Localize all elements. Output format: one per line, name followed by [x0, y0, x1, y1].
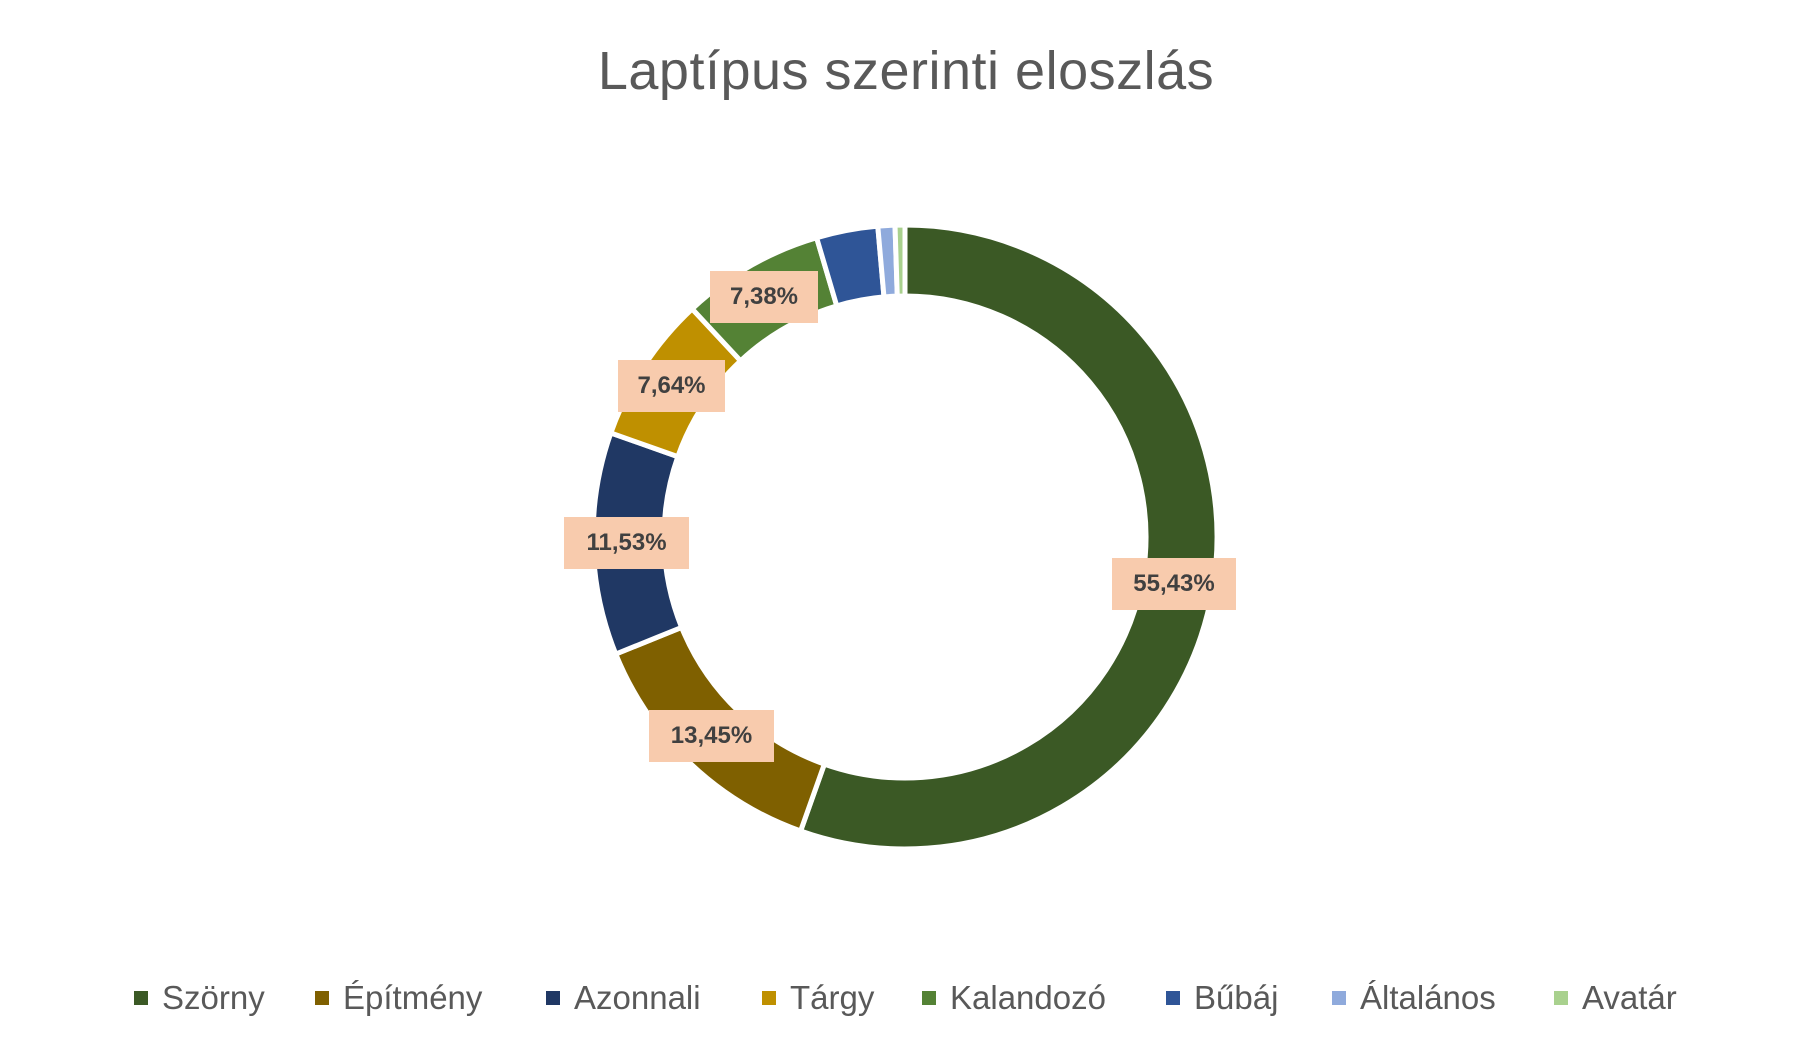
legend-label: Szörny: [162, 979, 265, 1016]
legend-item: Kalandozó: [922, 974, 1106, 1022]
legend-marker-icon: [1166, 991, 1180, 1005]
legend-label: Általános: [1360, 979, 1496, 1016]
legend-item: Avatár: [1554, 974, 1677, 1022]
legend-item: Szörny: [134, 974, 265, 1022]
legend-marker-icon: [546, 991, 560, 1005]
legend-item: Építmény: [315, 974, 482, 1022]
legend-item: Általános: [1332, 974, 1496, 1022]
legend-marker-icon: [1332, 991, 1346, 1005]
legend-marker-icon: [134, 991, 148, 1005]
legend-item: Azonnali: [546, 974, 701, 1022]
legend-marker-icon: [315, 991, 329, 1005]
legend-label: Tárgy: [790, 979, 875, 1016]
legend-marker-icon: [922, 991, 936, 1005]
slice-szörny: [797, 222, 1220, 852]
legend-label: Bűbáj: [1194, 979, 1279, 1016]
chart-title: Laptípus szerinti eloszlás: [597, 41, 1215, 101]
legend-label: Azonnali: [574, 979, 701, 1016]
legend-label: Avatár: [1582, 979, 1677, 1016]
data-label: 7,38%: [710, 271, 818, 323]
legend-item: Bűbáj: [1166, 974, 1278, 1022]
data-label: 7,64%: [618, 360, 725, 412]
legend-marker-icon: [762, 991, 776, 1005]
data-label: 55,43%: [1112, 558, 1236, 610]
legend-item: Tárgy: [762, 974, 874, 1022]
slice-avatár: [892, 222, 908, 299]
legend-label: Építmény: [343, 979, 483, 1016]
data-label: 11,53%: [564, 517, 689, 569]
legend-marker-icon: [1554, 991, 1568, 1005]
legend-label: Kalandozó: [950, 979, 1106, 1016]
data-label: 13,45%: [649, 710, 774, 762]
legend: Szörny Építmény Azonnali Tárgy Kalandozó Bűbá…: [0, 974, 1805, 1022]
